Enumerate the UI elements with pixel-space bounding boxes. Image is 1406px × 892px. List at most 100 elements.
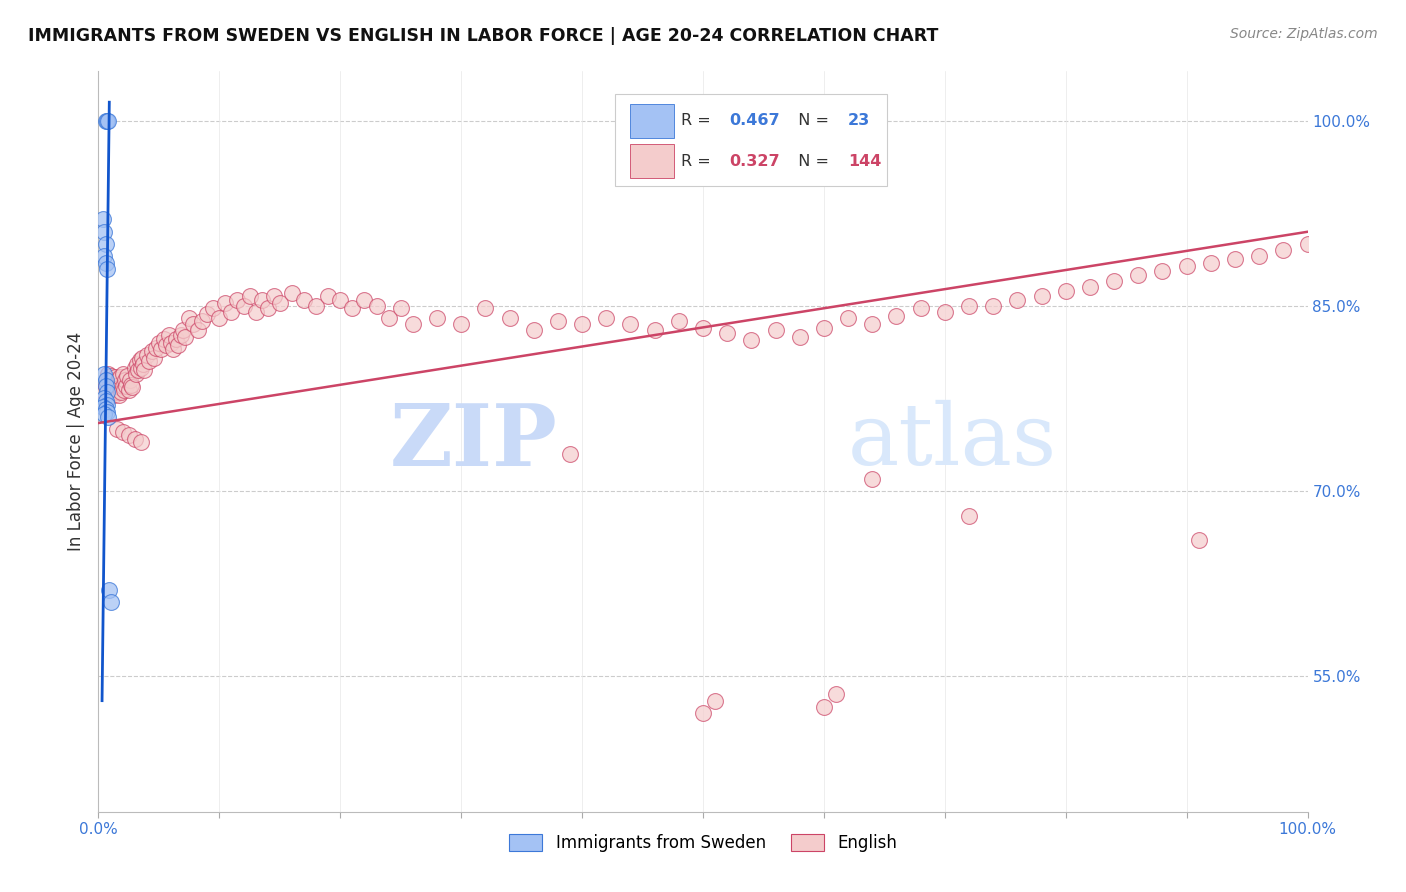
Point: [97, 392, 120, 406]
Point: [1128, 268, 1150, 282]
Point: [1102, 274, 1125, 288]
Point: [94, 379, 117, 393]
Point: [1249, 250, 1271, 264]
Point: [108, 380, 131, 394]
Point: [94, 237, 117, 252]
Point: [450, 318, 472, 332]
Point: [377, 311, 399, 326]
Point: [1007, 293, 1029, 307]
Point: [100, 379, 122, 393]
FancyBboxPatch shape: [614, 94, 887, 186]
Point: [105, 376, 128, 390]
Text: atlas: atlas: [848, 400, 1057, 483]
Point: [127, 363, 149, 377]
Text: R =: R =: [682, 153, 716, 169]
Point: [221, 305, 243, 319]
Point: [1199, 255, 1222, 269]
Point: [105, 385, 128, 400]
Point: [91, 400, 114, 414]
Point: [96, 113, 118, 128]
Point: [152, 332, 174, 346]
Point: [127, 357, 149, 371]
Text: 0.467: 0.467: [730, 113, 780, 128]
Point: [105, 422, 128, 436]
Point: [94, 113, 117, 128]
Point: [98, 385, 121, 400]
Point: [118, 373, 141, 387]
Point: [837, 311, 859, 326]
Point: [191, 313, 214, 327]
Point: [202, 301, 225, 316]
Point: [263, 289, 285, 303]
Point: [129, 434, 152, 449]
Point: [100, 369, 122, 384]
Point: [93, 367, 115, 381]
Point: [789, 329, 811, 343]
Point: [474, 301, 496, 316]
Point: [160, 335, 183, 350]
Point: [389, 301, 412, 316]
Point: [886, 309, 908, 323]
Text: IMMIGRANTS FROM SWEDEN VS ENGLISH IN LABOR FORCE | AGE 20-24 CORRELATION CHART: IMMIGRANTS FROM SWEDEN VS ENGLISH IN LAB…: [28, 27, 938, 45]
Point: [115, 379, 138, 393]
Point: [101, 383, 124, 397]
Point: [239, 289, 262, 303]
Point: [93, 225, 115, 239]
Point: [619, 318, 641, 332]
Point: [165, 332, 187, 346]
Point: [1031, 289, 1053, 303]
Point: [94, 255, 117, 269]
Point: [145, 341, 167, 355]
Point: [402, 318, 425, 332]
Point: [93, 385, 115, 400]
Point: [1175, 260, 1198, 274]
Point: [98, 582, 121, 597]
Point: [547, 313, 569, 327]
Point: [108, 377, 131, 392]
Point: [167, 338, 190, 352]
Point: [498, 311, 520, 326]
Point: [96, 405, 118, 419]
Point: [1152, 264, 1174, 278]
Point: [91, 212, 114, 227]
Point: [181, 318, 204, 332]
Point: [97, 367, 120, 381]
Point: [121, 380, 143, 394]
Point: [155, 338, 177, 352]
Point: [1272, 244, 1295, 258]
Point: [957, 508, 980, 523]
Point: [292, 293, 315, 307]
Point: [134, 363, 156, 377]
Point: [118, 428, 141, 442]
Point: [957, 299, 980, 313]
Point: [111, 367, 134, 381]
Point: [342, 301, 364, 316]
Point: [765, 324, 787, 338]
Point: [269, 296, 291, 310]
Point: [96, 373, 118, 387]
Point: [813, 321, 835, 335]
Point: [124, 360, 146, 375]
Point: [226, 293, 249, 307]
Point: [329, 293, 352, 307]
Point: [120, 377, 142, 392]
Point: [108, 387, 131, 401]
Point: [571, 318, 593, 332]
Point: [179, 311, 201, 326]
Point: [111, 379, 134, 393]
Point: [143, 351, 166, 365]
Point: [94, 379, 117, 393]
Point: [96, 398, 118, 412]
Point: [250, 293, 273, 307]
Point: [281, 286, 304, 301]
Point: [101, 373, 124, 387]
Point: [174, 329, 197, 343]
Point: [110, 385, 132, 400]
Point: [124, 432, 146, 446]
Point: [103, 387, 125, 401]
Point: [172, 324, 194, 338]
Point: [860, 318, 883, 332]
Point: [305, 299, 328, 313]
Point: [825, 688, 848, 702]
Point: [96, 385, 118, 400]
